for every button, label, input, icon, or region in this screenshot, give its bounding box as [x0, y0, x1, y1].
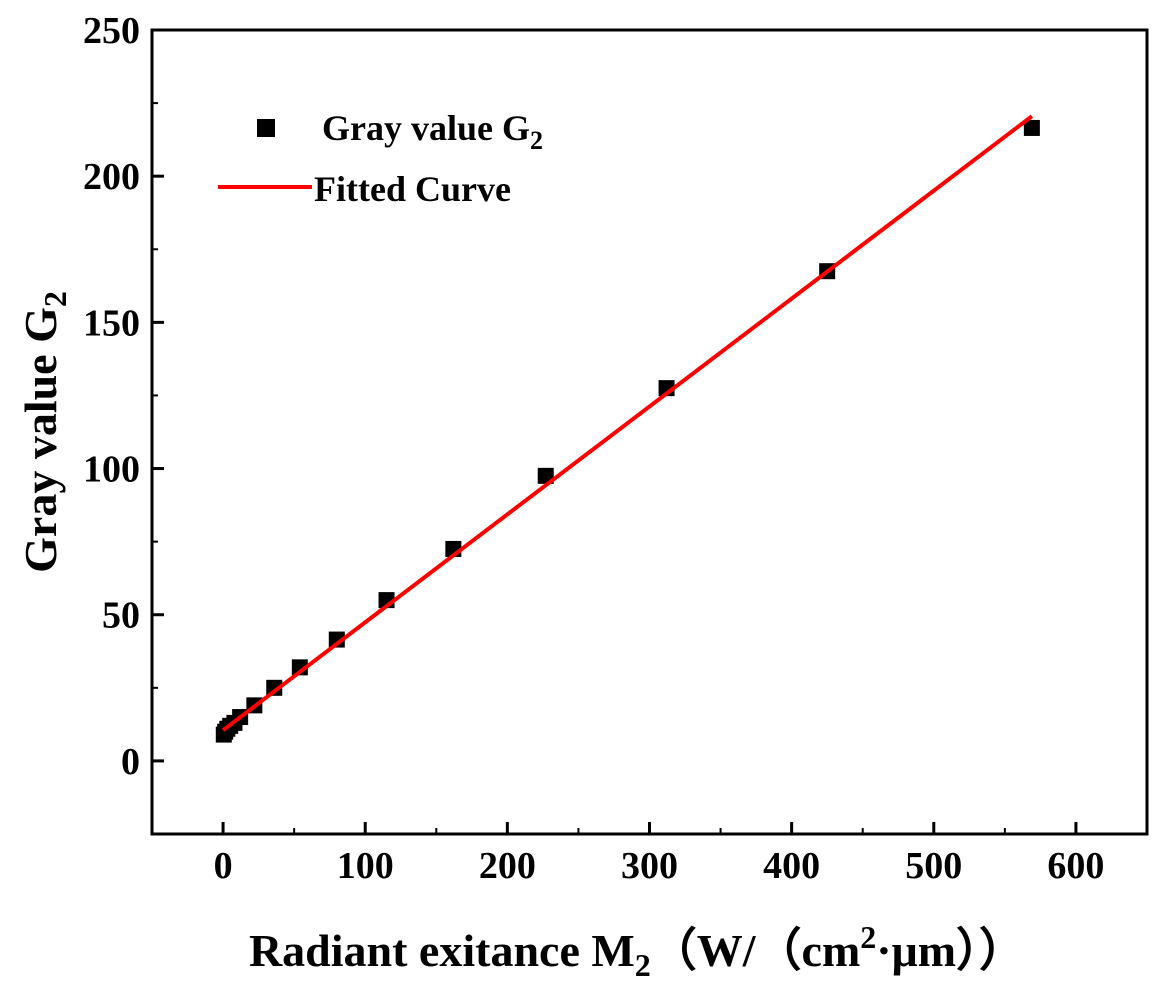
y-axis-title: Gray value G2 [15, 291, 73, 573]
y-tick-label: 0 [121, 741, 140, 783]
x-tick-label: 100 [337, 845, 394, 887]
x-axis-title: Radiant exitance M2（W/（cm2·μm）） [249, 919, 1025, 983]
data-point [266, 679, 283, 696]
data-point [1023, 119, 1040, 136]
y-tick-label: 50 [102, 595, 140, 637]
y-axis-title-sub: 2 [37, 291, 73, 307]
data-point [328, 631, 345, 648]
y-axis-title-main: Gray value G [15, 307, 66, 573]
y-tick-label: 250 [83, 10, 140, 52]
x-axis-title-unit-close: ·μm）） [876, 925, 1025, 976]
x-axis-title-unit-open: （W/（cm [651, 925, 861, 976]
x-axis-title-sub: 2 [635, 947, 651, 983]
legend: Gray value G2 Fitted Curve [218, 108, 543, 209]
x-axis-title-sup: 2 [860, 919, 876, 955]
y-tick-label: 100 [83, 449, 140, 491]
y-tick-label: 150 [83, 302, 140, 344]
x-tick-label: 500 [905, 845, 962, 887]
y-axis: 0 50 100 150 200 250 [83, 10, 164, 783]
fitted-curve-line [221, 114, 1034, 732]
legend-marker-scatter [257, 119, 275, 137]
plot-frame [150, 28, 1149, 836]
legend-label-scatter: Gray value G2 [322, 108, 543, 155]
plot-area [215, 114, 1040, 743]
legend-label-scatter-sub: 2 [530, 126, 543, 155]
x-tick-label: 300 [621, 845, 678, 887]
legend-label-line: Fitted Curve [314, 169, 511, 209]
x-tick-label: 200 [479, 845, 536, 887]
y-tick-label: 200 [83, 156, 140, 198]
x-axis-title-main: Radiant exitance M [249, 925, 635, 976]
x-tick-label: 0 [214, 845, 233, 887]
x-axis: 0 100 200 300 400 500 600 [214, 822, 1104, 887]
x-tick-label: 400 [763, 845, 820, 887]
x-tick-label: 600 [1047, 845, 1104, 887]
legend-label-scatter-main: Gray value G [322, 108, 530, 148]
